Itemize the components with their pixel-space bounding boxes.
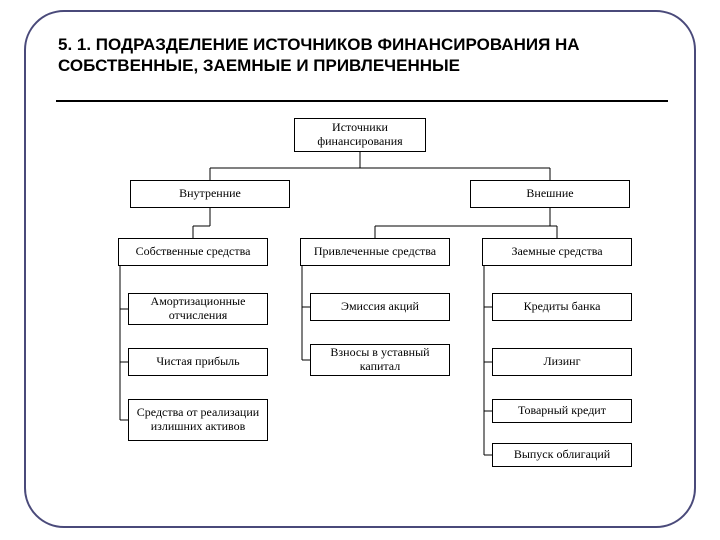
node-bor2: Лизинг bbox=[492, 348, 632, 376]
node-bor4: Выпуск облигаций bbox=[492, 443, 632, 467]
node-attract: Привлеченные средства bbox=[300, 238, 450, 266]
node-bor3: Товарный кредит bbox=[492, 399, 632, 423]
node-att2: Взносы в уставный капитал bbox=[310, 344, 450, 376]
node-borrow: Заемные средства bbox=[482, 238, 632, 266]
node-own3: Средства от реализации излишних активов bbox=[128, 399, 268, 441]
node-internal: Внутренние bbox=[130, 180, 290, 208]
node-own1: Амортизационные отчисления bbox=[128, 293, 268, 325]
node-own2: Чистая прибыль bbox=[128, 348, 268, 376]
node-external: Внешние bbox=[470, 180, 630, 208]
node-own: Собственные средства bbox=[118, 238, 268, 266]
node-att1: Эмиссия акций bbox=[310, 293, 450, 321]
node-bor1: Кредиты банка bbox=[492, 293, 632, 321]
node-root: Источники финансирования bbox=[294, 118, 426, 152]
